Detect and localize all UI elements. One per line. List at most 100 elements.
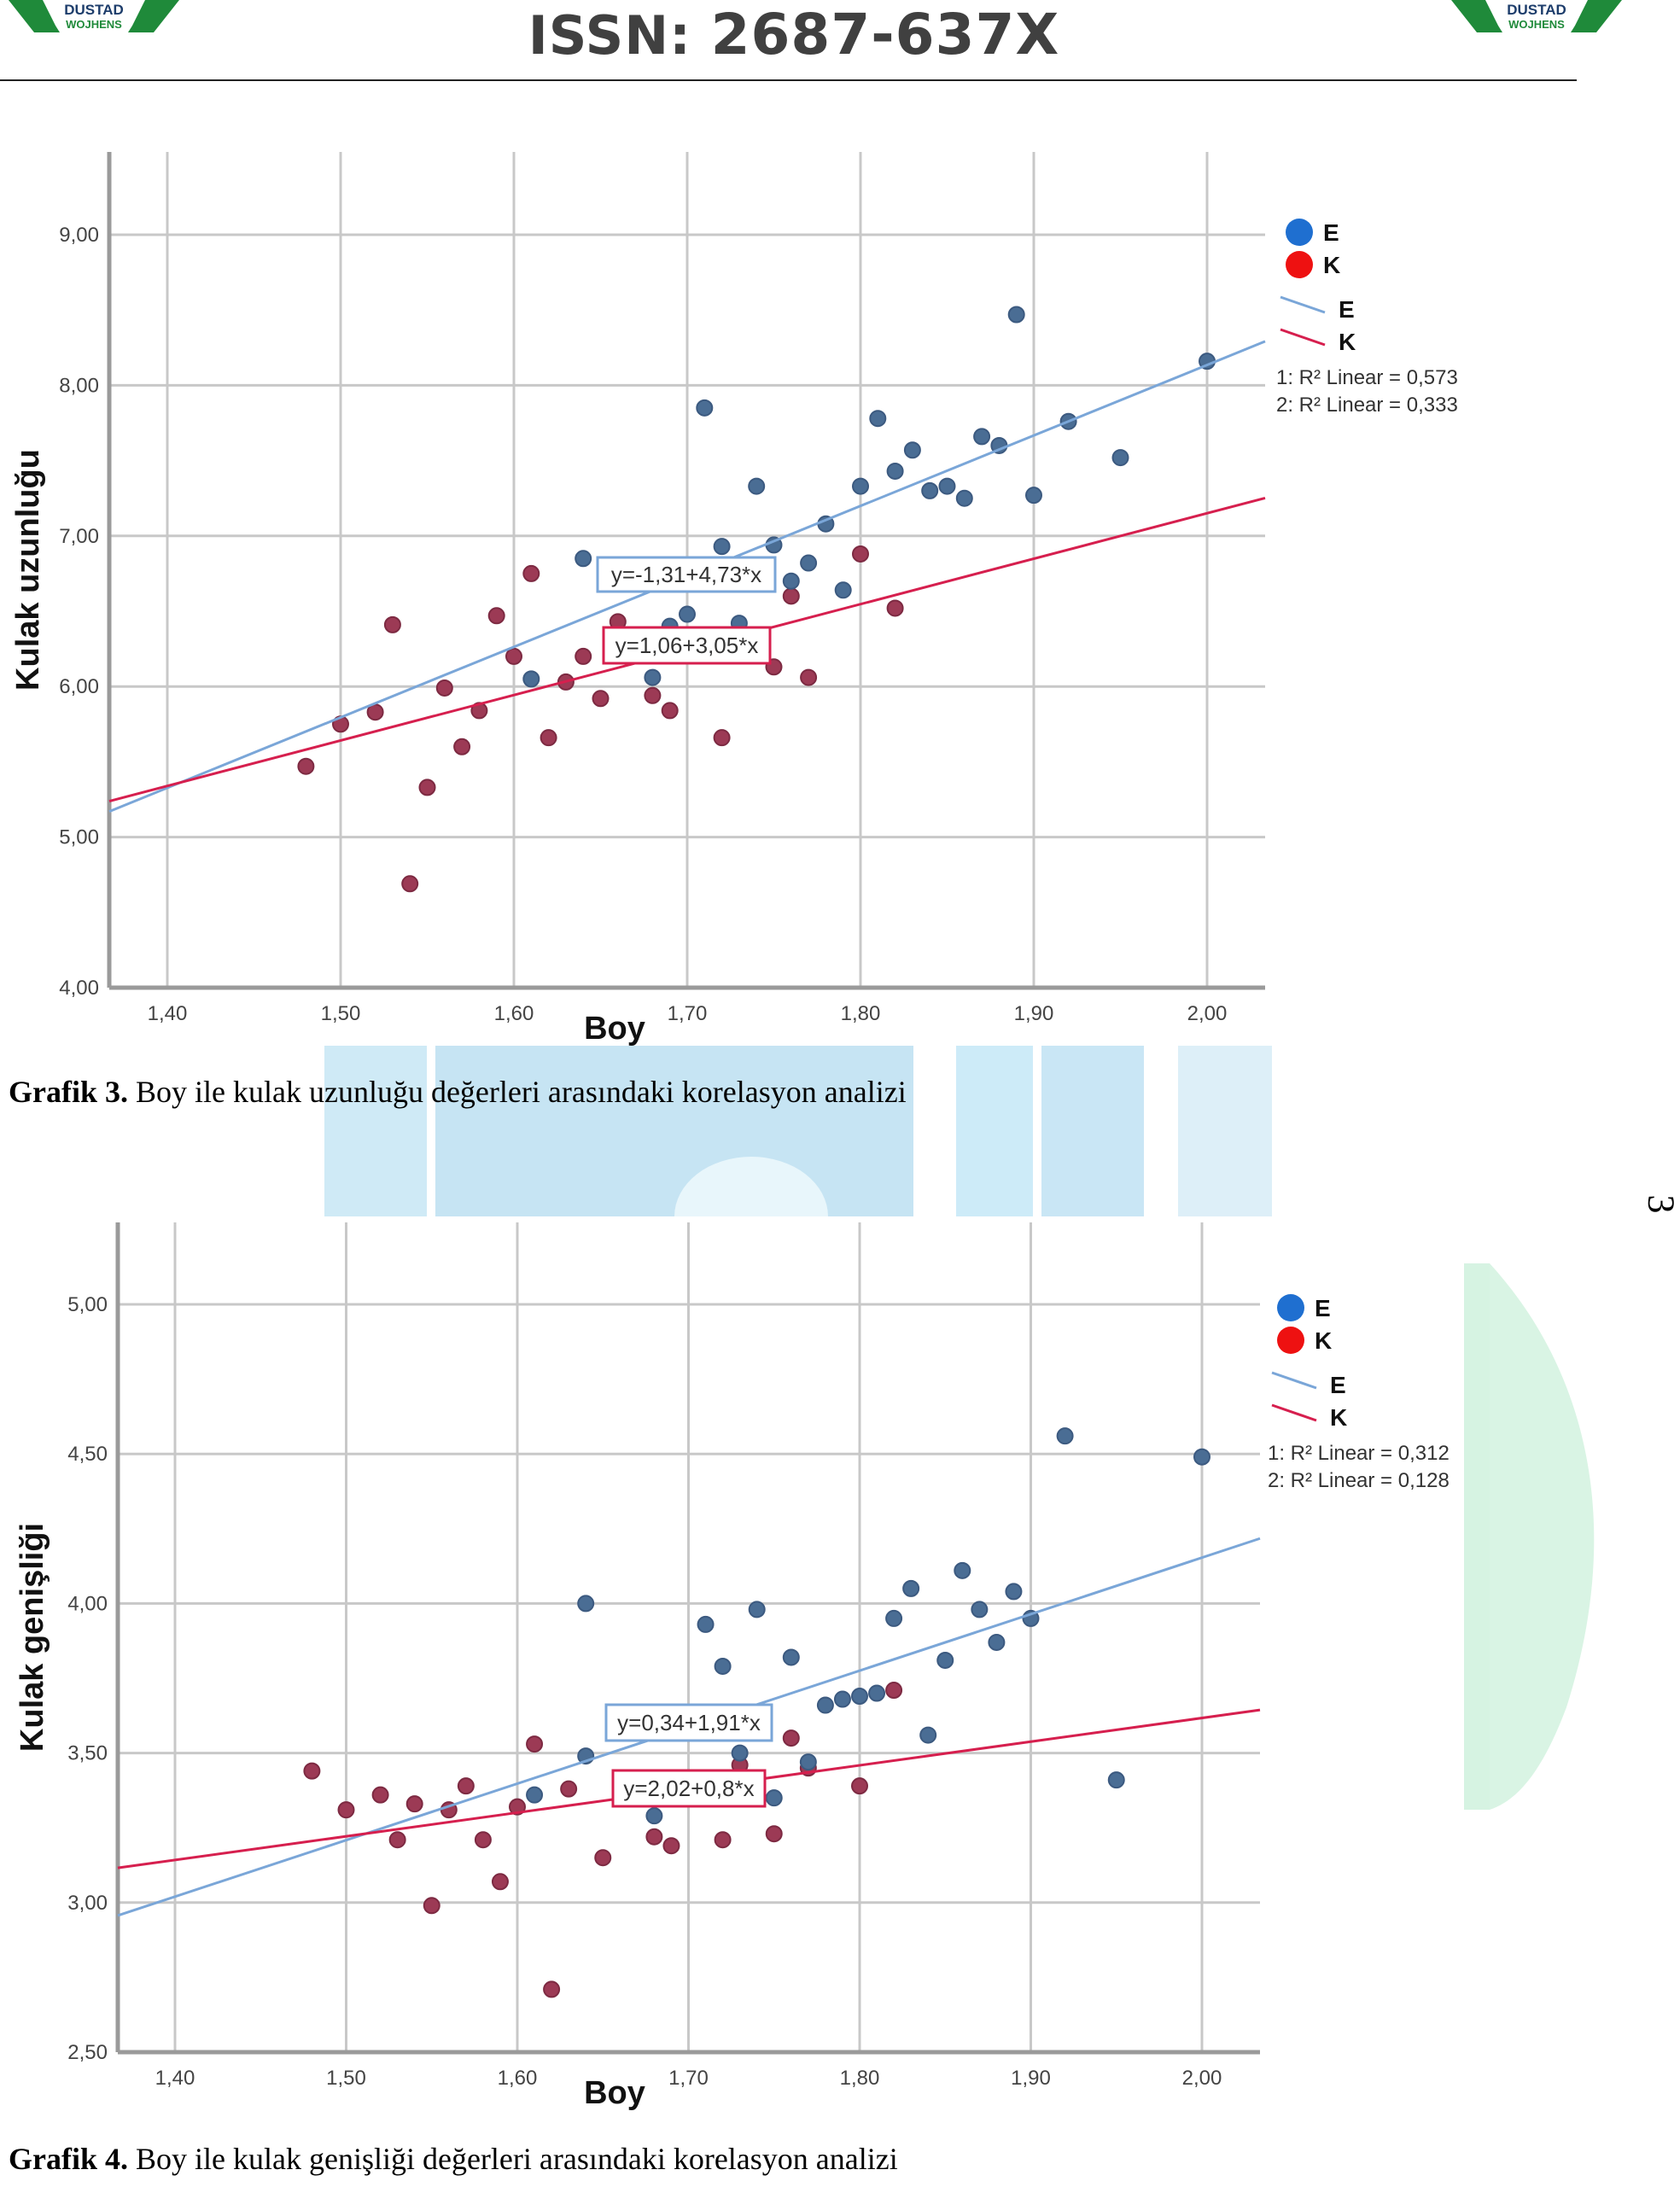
caption-label: Grafik 3.	[9, 1075, 128, 1109]
legend-label: K	[1339, 329, 1356, 355]
data-point-E	[522, 670, 540, 688]
data-point-K	[782, 587, 800, 605]
x-tick-label: 1,40	[155, 2067, 195, 2090]
y-tick-label: 4,00	[67, 1592, 108, 1615]
legend-r2-label: 1: R² Linear = 0,312	[1268, 1442, 1450, 1465]
data-point-K	[782, 1729, 800, 1747]
data-point-K	[852, 545, 869, 563]
data-point-K	[388, 1831, 406, 1849]
data-point-E	[988, 1633, 1006, 1651]
caption-text: Boy ile kulak uzunluğu değerleri arasınd…	[128, 1075, 907, 1109]
data-point-E	[526, 1786, 544, 1804]
data-point-E	[1025, 487, 1042, 505]
decorative-leaf	[1464, 1263, 1635, 1810]
legend-label: K	[1330, 1404, 1347, 1431]
data-point-E	[955, 489, 973, 507]
data-point-E	[696, 399, 714, 417]
watermark-emblem-icon	[290, 1046, 1366, 1276]
grid	[109, 152, 1265, 988]
y-tick-label: 4,50	[67, 1443, 108, 1466]
data-point-E	[834, 581, 852, 599]
data-point-E	[886, 462, 904, 480]
legend-r2-label: 1: R² Linear = 0,573	[1276, 366, 1458, 389]
equation-label-E: y=0,34+1,91*x	[617, 1710, 761, 1735]
data-point-K	[303, 1762, 321, 1780]
legend-label: E	[1339, 296, 1355, 323]
data-point-K	[661, 702, 679, 720]
data-point-E	[714, 1657, 732, 1675]
caption-chart-3: Grafik 3. Boy ile kulak uzunluğu değerle…	[9, 1074, 907, 1110]
data-point-K	[645, 1828, 663, 1846]
data-point-E	[903, 441, 921, 459]
y-tick-label: 2,50	[67, 2041, 108, 2064]
y-tick-label: 4,00	[59, 977, 99, 1000]
data-point-E	[748, 1601, 766, 1619]
data-point-K	[505, 647, 522, 665]
legend-marker-E	[1286, 219, 1313, 246]
y-tick-label: 8,00	[59, 374, 99, 397]
data-point-K	[765, 1825, 783, 1843]
caption-chart-4: Grafik 4. Boy ile kulak genişliği değerl…	[9, 2141, 898, 2177]
x-tick-label: 1,50	[326, 2067, 366, 2090]
equation-box-E	[604, 1703, 773, 1742]
legend-line-E	[1271, 1371, 1317, 1390]
x-tick-label: 1,60	[494, 1002, 534, 1025]
x-tick-label: 1,50	[321, 1002, 361, 1025]
data-point-E	[938, 477, 956, 495]
data-point-E	[644, 668, 662, 686]
data-point-K	[714, 1831, 732, 1849]
data-point-E	[919, 1726, 937, 1744]
data-point-E	[782, 1648, 800, 1666]
data-point-E	[936, 1651, 954, 1669]
logo-emblem-icon: DUSTAD WOJHENS	[9, 0, 179, 32]
data-point-K	[297, 757, 315, 775]
x-tick-label: 1,60	[498, 2067, 538, 2090]
legend-label: E	[1330, 1372, 1346, 1398]
data-point-K	[435, 679, 453, 697]
logo-text-top: DUSTAD	[64, 2, 124, 18]
data-point-K	[560, 1780, 578, 1798]
equation-label-E: y=-1,31+4,73*x	[611, 562, 761, 587]
y-tick-label: 6,00	[59, 675, 99, 698]
data-point-K	[713, 729, 731, 747]
data-point-K	[594, 1849, 612, 1867]
data-point-K	[487, 607, 505, 625]
series-points-K	[303, 1682, 903, 1998]
scatter-plot-ear-length: 1,40 1,50 1,60 1,70 1,80 1,90 2,00 4,00 5,00 6,00…	[10, 152, 1458, 1047]
data-point-E	[852, 477, 869, 495]
journal-logo-left: DUSTAD WOJHENS	[9, 0, 179, 34]
x-axis-label: Boy	[584, 2075, 645, 2111]
data-point-K	[457, 1777, 475, 1795]
leaf-icon	[1464, 1263, 1595, 1810]
y-tick-label: 3,50	[67, 1742, 108, 1765]
data-point-K	[885, 1682, 903, 1700]
x-tick-label: 1,80	[840, 2067, 880, 2090]
logo-emblem-icon: DUSTAD WOJHENS	[1451, 0, 1622, 32]
y-tick-label: 3,00	[67, 1892, 108, 1915]
data-point-K	[800, 668, 818, 686]
data-point-K	[423, 1897, 440, 1915]
data-point-K	[383, 615, 401, 633]
equation-box-K	[611, 1769, 767, 1808]
data-point-K	[337, 1801, 355, 1819]
data-point-K	[644, 686, 662, 704]
chart-ear-length: 1,40 1,50 1,60 1,70 1,80 1,90 2,00 4,00 5,00 6,00…	[0, 137, 1537, 1067]
data-point-E	[799, 1753, 817, 1771]
series-points-K	[297, 545, 904, 893]
data-point-E	[954, 1561, 971, 1579]
x-tick-label: 1,70	[668, 1002, 708, 1025]
legend-label: K	[1323, 252, 1340, 278]
data-point-E	[902, 1579, 920, 1597]
issn-prefix: ISSN:	[528, 4, 691, 67]
side-page-number: 3	[1640, 1194, 1680, 1214]
logo-text-top: DUSTAD	[1507, 2, 1566, 18]
data-point-K	[540, 729, 557, 747]
data-point-K	[662, 1837, 680, 1855]
journal-watermark	[290, 1046, 1366, 1276]
legend-r2-label: 2: R² Linear = 0,128	[1268, 1469, 1450, 1492]
issn-heading: ISSN: 2687-637X	[0, 2, 1588, 67]
data-point-E	[971, 1601, 989, 1619]
journal-logo-right: DUSTAD WOJHENS	[1451, 0, 1622, 34]
y-tick-label: 7,00	[59, 525, 99, 548]
logo-text-bottom: WOJHENS	[1508, 18, 1565, 31]
